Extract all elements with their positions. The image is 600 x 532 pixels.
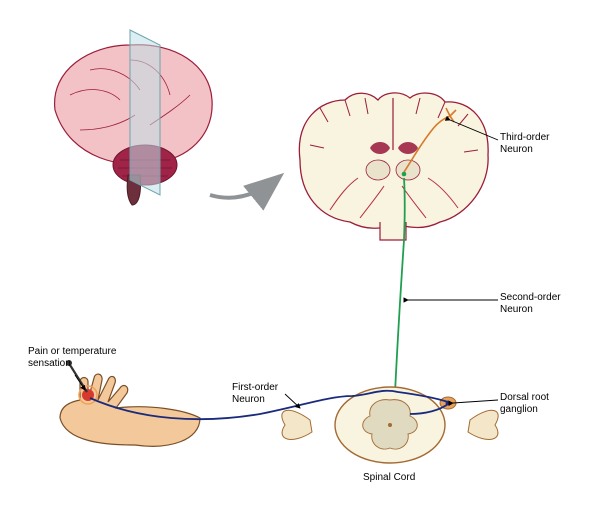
label-second-order: Second-order Neuron (500, 292, 561, 316)
hand (60, 360, 200, 446)
brain-coronal (299, 93, 488, 240)
arrow-brain-to-coronal (210, 178, 278, 198)
label-spinal-cord: Spinal Cord (363, 472, 415, 484)
label-third-order: Third-order Neuron (500, 132, 549, 156)
label-sensation: Pain or temperature sensation (28, 346, 116, 370)
spinal-cord (282, 387, 498, 463)
brain-lateral (55, 30, 213, 205)
label-dorsal-root: Dorsal root ganglion (500, 392, 549, 416)
label-first-order: First-order Neuron (232, 382, 278, 406)
pathway-diagram (0, 0, 600, 532)
